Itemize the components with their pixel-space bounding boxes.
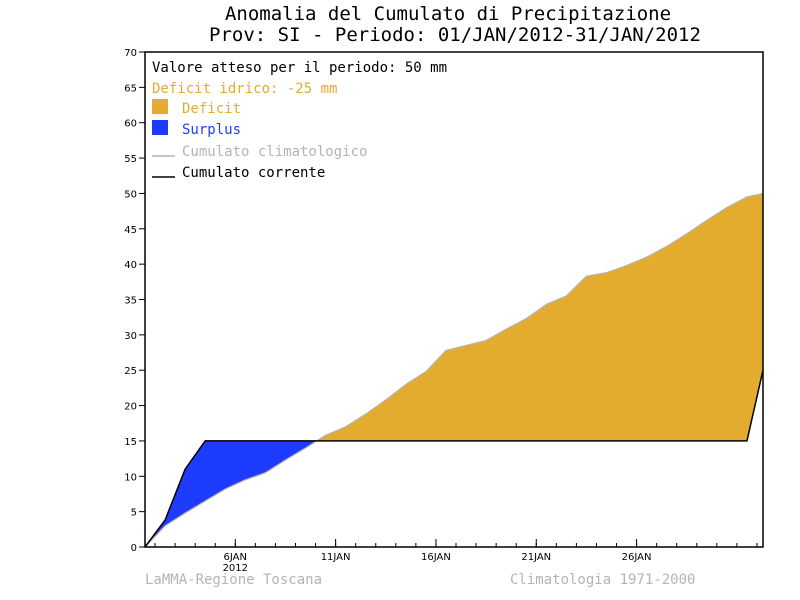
- deficit-area: [315, 193, 764, 442]
- legend-surplus-label: Surplus: [182, 122, 241, 138]
- y-tick-label: 65: [124, 83, 137, 94]
- legend: Valore atteso per il periodo: 50 mm Defi…: [152, 60, 447, 181]
- y-tick-label: 30: [124, 331, 137, 342]
- y-tick-label: 70: [124, 48, 137, 59]
- chart-subtitle: Prov: SI - Periodo: 01/JAN/2012-31/JAN/2…: [209, 24, 701, 46]
- y-tick-label: 20: [124, 402, 137, 413]
- chart-title: Anomalia del Cumulato di Precipitazione: [225, 3, 671, 25]
- x-tick-label: 21JAN: [521, 552, 551, 563]
- footer-right: Climatologia 1971-2000: [510, 572, 695, 588]
- legend-expected-value: Valore atteso per il periodo: 50 mm: [152, 60, 447, 76]
- y-tick-label: 50: [124, 189, 137, 200]
- legend-deficit-swatch: [152, 99, 168, 114]
- y-tick-label: 35: [124, 296, 137, 307]
- y-tick-label: 0: [131, 543, 137, 554]
- current-series-line: [144, 370, 764, 548]
- x-tick-label: 6JAN: [224, 552, 247, 563]
- x-tick-label: 26JAN: [622, 552, 652, 563]
- footer-left: LaMMA-Regione Toscana: [145, 572, 322, 588]
- y-tick-label: 10: [124, 472, 137, 483]
- legend-deficit-text: Deficit idrico: -25 mm: [152, 81, 337, 97]
- legend-surplus-swatch: [152, 120, 168, 135]
- y-axis: 0 5 10 15 20 25 30 35 40 45 50 55 60 65 70: [124, 48, 145, 554]
- climatological-series-line: [144, 192, 764, 548]
- y-tick-label: 45: [124, 225, 137, 236]
- legend-current-label: Cumulato corrente: [182, 165, 325, 181]
- x-tick-label: 11JAN: [321, 552, 351, 563]
- y-tick-label: 40: [124, 260, 137, 271]
- x-tick-label: 16JAN: [421, 552, 451, 563]
- line-layer: [144, 192, 764, 548]
- area-layer: [144, 193, 764, 548]
- y-tick-label: 15: [124, 437, 137, 448]
- x-tick-sublabel: 2012: [223, 563, 248, 574]
- y-tick-label: 25: [124, 366, 137, 377]
- y-tick-label: 60: [124, 119, 137, 130]
- legend-deficit-label: Deficit: [182, 101, 241, 117]
- y-tick-label: 55: [124, 154, 137, 165]
- legend-climatological-label: Cumulato climatologico: [182, 144, 367, 160]
- y-tick-label: 5: [131, 508, 137, 519]
